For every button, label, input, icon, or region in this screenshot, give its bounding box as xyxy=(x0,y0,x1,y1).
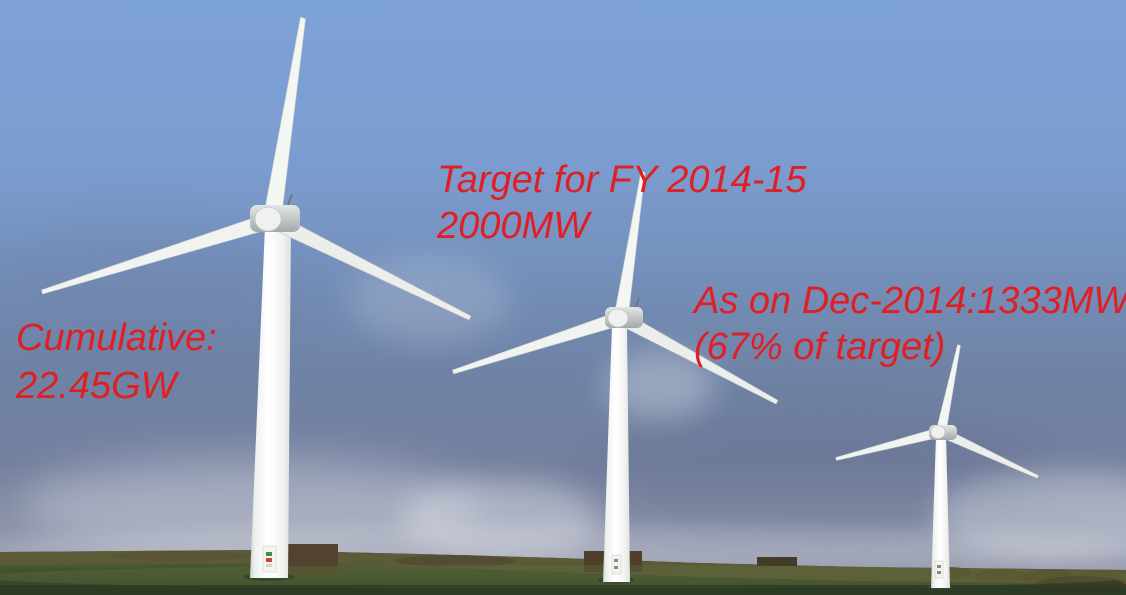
anemometer xyxy=(635,297,640,308)
tower xyxy=(931,436,950,588)
tower xyxy=(603,326,630,582)
annotation-line: Target for FY 2014-15 xyxy=(437,159,807,201)
stone-wall xyxy=(757,557,797,566)
annotation-fy-target: Target for FY 2014-15 2000MW xyxy=(437,157,807,249)
anemometer xyxy=(287,193,293,206)
tower xyxy=(250,226,291,578)
tower-door xyxy=(934,560,944,579)
wind-turbine-medium xyxy=(452,171,779,584)
stone-wall xyxy=(286,544,338,574)
annotation-line: (67% of target) xyxy=(694,326,946,368)
rotor-hub xyxy=(930,425,946,439)
tower-door xyxy=(611,554,622,575)
annotation-progress-dec-2014: As on Dec-2014:1333MW (67% of target) xyxy=(694,278,1126,370)
wind-turbine-small xyxy=(835,344,1039,590)
rotor-hub xyxy=(607,308,629,328)
annotation-line: Cumulative: xyxy=(16,317,217,359)
annotation-line: 22.45GW xyxy=(16,365,177,407)
annotation-line: As on Dec-2014:1333MW xyxy=(694,280,1126,322)
rotor-hub xyxy=(254,206,282,232)
annotation-line: 2000MW xyxy=(437,205,590,247)
rotor-blade-up xyxy=(262,16,306,222)
wind-turbine-large xyxy=(41,16,472,581)
annotation-cumulative-capacity: Cumulative: 22.45GW xyxy=(16,314,217,410)
